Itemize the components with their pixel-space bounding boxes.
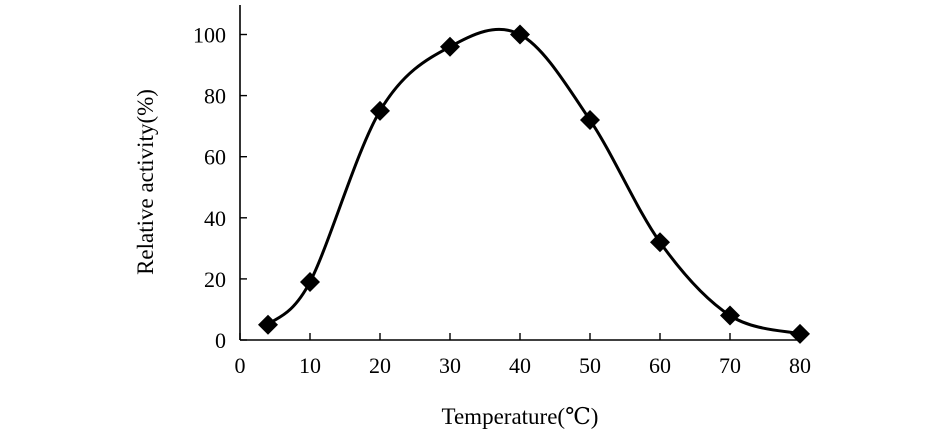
x-tick-label: 30 <box>439 353 461 378</box>
data-point-marker <box>258 314 278 335</box>
x-tick-label: 10 <box>299 353 321 378</box>
x-axis-title: Temperature(℃) <box>442 404 599 429</box>
y-tick-label: 100 <box>193 23 226 48</box>
y-tick-label: 80 <box>204 84 226 109</box>
data-point-marker <box>720 305 740 326</box>
y-axis-ticks: 0 20 40 60 80 100 <box>193 23 247 353</box>
x-tick-label: 70 <box>719 353 741 378</box>
x-tick-label: 40 <box>509 353 531 378</box>
y-axis-title: Relative activity(%) <box>133 89 158 275</box>
x-tick-label: 0 <box>235 353 246 378</box>
y-tick-label: 60 <box>204 145 226 170</box>
data-point-marker <box>790 323 810 344</box>
x-tick-label: 20 <box>369 353 391 378</box>
y-tick-label: 40 <box>204 206 226 231</box>
x-tick-label: 80 <box>789 353 811 378</box>
x-tick-label: 60 <box>649 353 671 378</box>
data-point-marker <box>440 36 460 57</box>
data-point-marker <box>650 232 670 253</box>
series-line <box>266 27 801 336</box>
data-point-marker <box>580 110 600 131</box>
plot-area: 0 10 20 30 40 50 60 70 80 0 20 40 60 80 100 <box>193 5 811 378</box>
y-tick-label: 20 <box>204 267 226 292</box>
data-point-marker <box>370 100 390 121</box>
x-tick-label: 50 <box>579 353 601 378</box>
data-markers <box>258 24 810 344</box>
data-point-marker <box>510 24 530 45</box>
y-tick-label: 0 <box>215 328 226 353</box>
data-point-marker <box>300 271 320 292</box>
